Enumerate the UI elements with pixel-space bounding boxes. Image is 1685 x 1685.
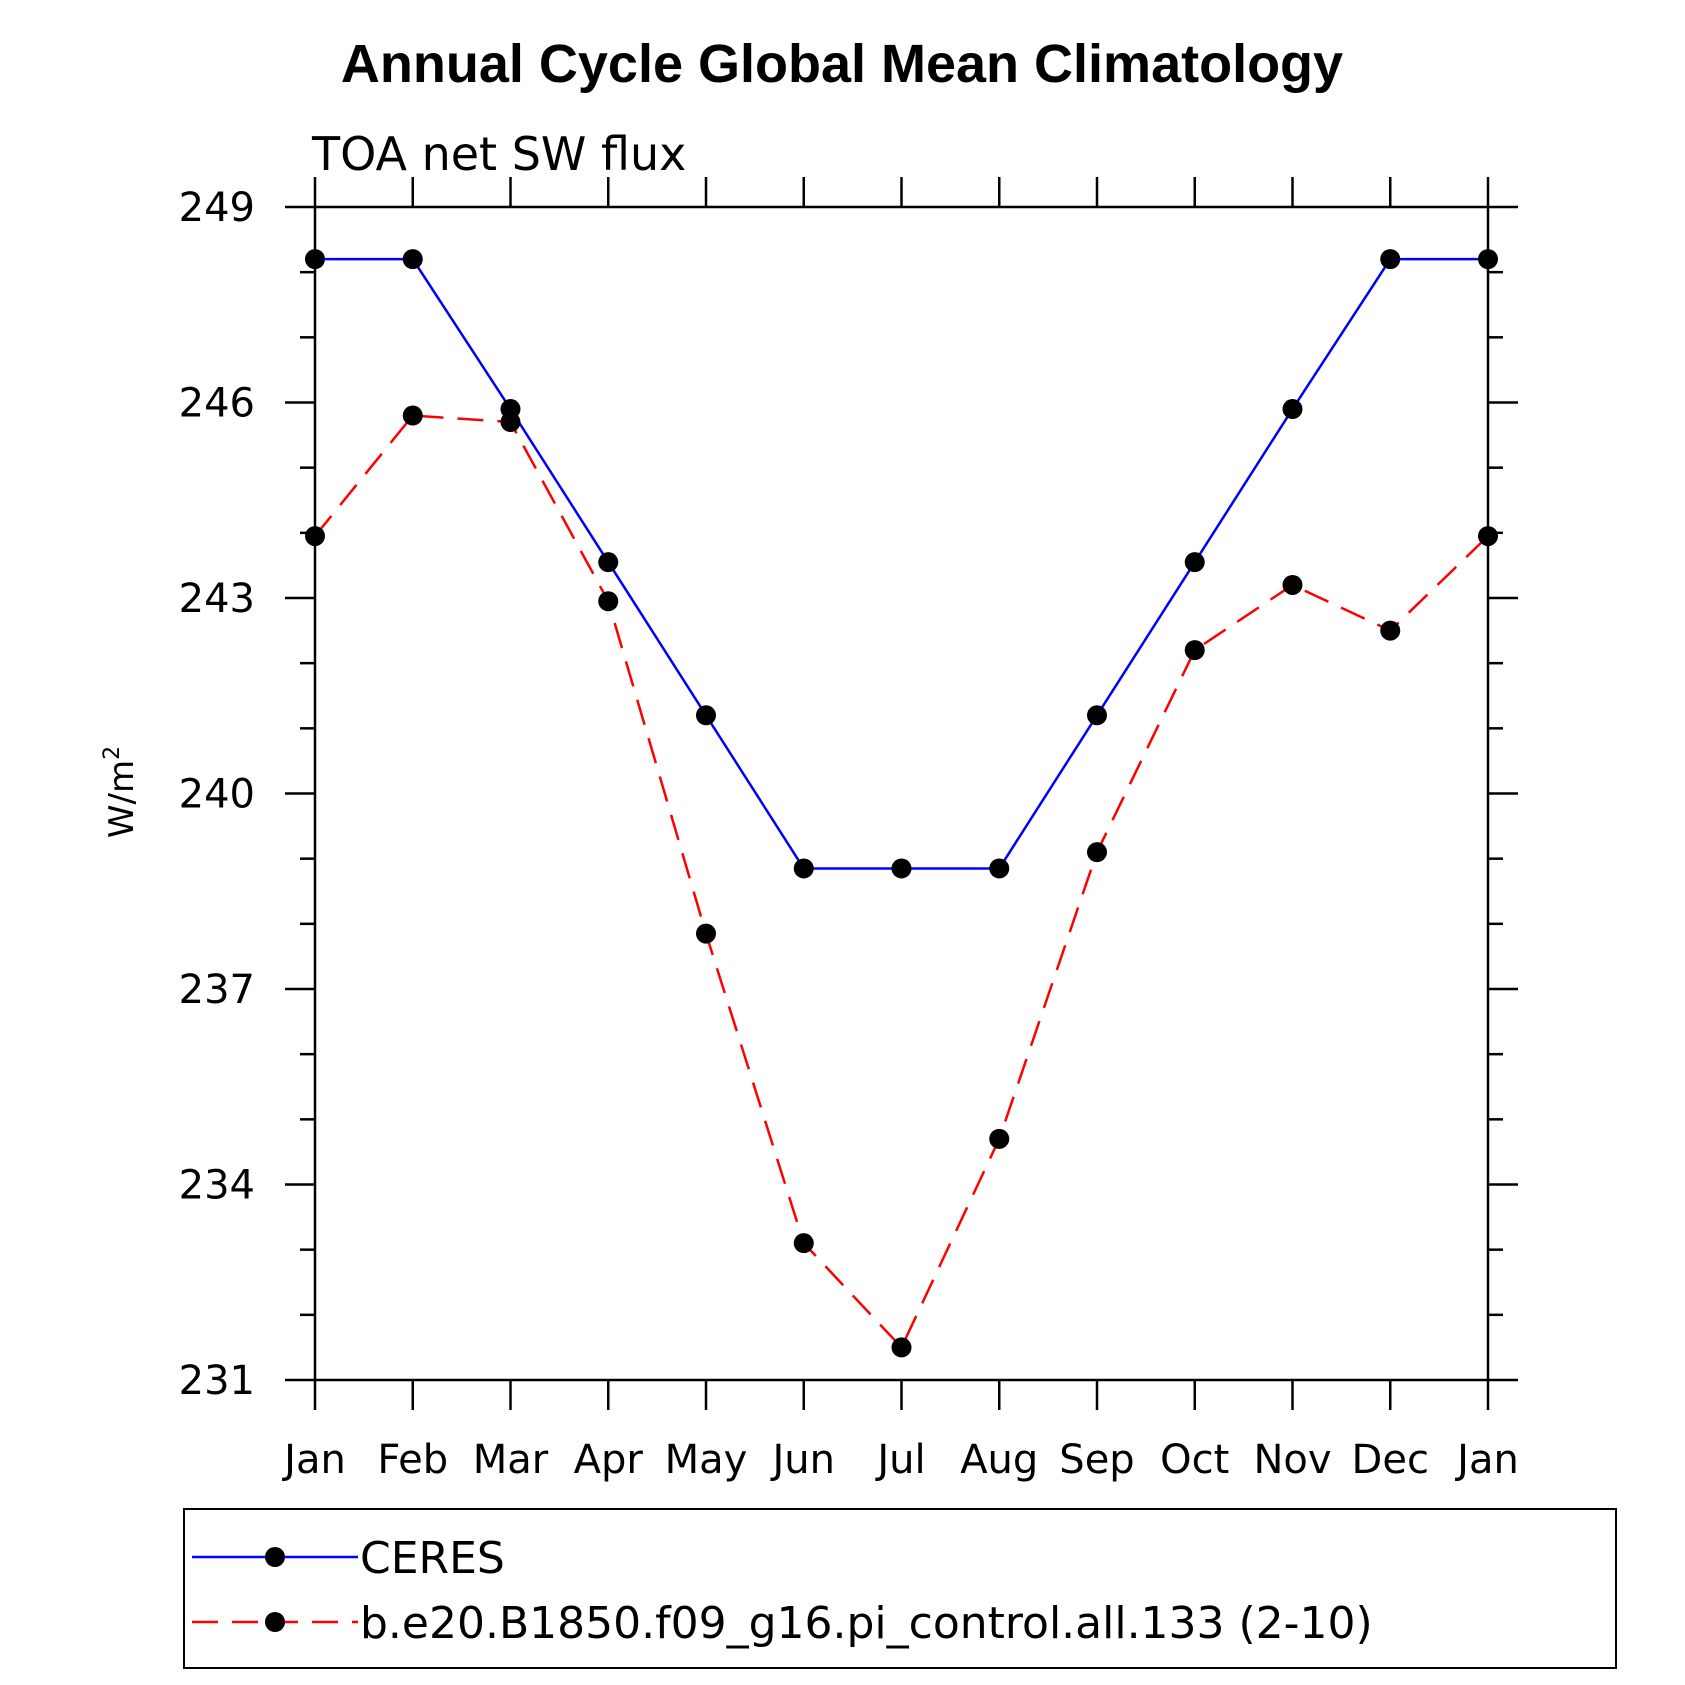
- data-point-marker: [402, 249, 423, 270]
- data-point-marker: [696, 923, 716, 944]
- data-point-marker: [305, 526, 325, 547]
- y-tick-label: 237: [179, 967, 255, 1013]
- data-point-marker: [1184, 552, 1205, 573]
- x-tick-label: Jan: [281, 1437, 346, 1483]
- legend: CERES b.e20.B1850.f09_g16.pi_control.all.…: [183, 1508, 1617, 1669]
- data-point-marker: [1478, 249, 1498, 270]
- data-point-marker: [793, 1233, 814, 1254]
- y-axis-label-text: W/m: [102, 760, 142, 838]
- data-point-marker: [598, 552, 619, 573]
- x-tick-label: Dec: [1352, 1437, 1429, 1483]
- y-axis-label: W/m2: [100, 746, 142, 838]
- data-point-marker: [305, 249, 325, 270]
- series-line: [315, 257, 1488, 870]
- legend-marker: [265, 1612, 285, 1632]
- y-tick-label: 240: [179, 772, 255, 818]
- x-tick-label: Feb: [377, 1437, 448, 1483]
- series-lines: [314, 257, 1489, 1350]
- data-point-marker: [1282, 399, 1303, 420]
- data-point-marker: [696, 705, 716, 726]
- x-tick-label: Jul: [874, 1437, 925, 1483]
- x-tick-label: Nov: [1253, 1437, 1331, 1483]
- plot-frame: [313, 205, 1490, 1382]
- y-tick-label: 243: [179, 576, 255, 622]
- data-point-marker: [500, 399, 521, 420]
- legend-entries: CERES b.e20.B1850.f09_g16.pi_control.all.…: [192, 1533, 1373, 1649]
- data-point-marker: [891, 858, 912, 879]
- x-tick-label: Apr: [574, 1437, 644, 1483]
- y-tick-labels: 231 234 237 240 243 246 249: [179, 185, 255, 1404]
- legend-label: b.e20.B1850.f09_g16.pi_control.all.133 (…: [360, 1598, 1373, 1649]
- series-line: [314, 414, 1489, 1350]
- x-tick-label: Oct: [1160, 1437, 1229, 1483]
- data-point-marker: [989, 1128, 1010, 1149]
- chart-title: Annual Cycle Global Mean Climatology: [341, 34, 1343, 94]
- data-point-marker: [1478, 526, 1498, 547]
- x-tick-label: Aug: [960, 1437, 1038, 1483]
- x-tick-labels: Jan Feb Mar Apr May Jun Jul Aug Sep Oct Nov Dec Jan: [281, 1437, 1519, 1483]
- data-point-marker: [1380, 620, 1401, 641]
- y-tick-label: 234: [179, 1163, 255, 1209]
- data-point-marker: [891, 1337, 912, 1358]
- data-point-marker: [402, 405, 423, 426]
- data-point-marker: [1087, 705, 1107, 726]
- y-tick-label: 231: [179, 1358, 255, 1404]
- data-point-marker: [1380, 249, 1401, 270]
- data-point-marker: [989, 858, 1010, 879]
- axis-ticks: [285, 177, 1518, 1410]
- legend-box: [183, 1508, 1617, 1669]
- chart-subtitle: TOA net SW flux: [311, 127, 686, 181]
- data-point-marker: [1282, 574, 1303, 595]
- x-tick-label: Jan: [1454, 1437, 1519, 1483]
- series-markers: [305, 249, 1498, 1358]
- legend-label: CERES: [360, 1533, 505, 1584]
- y-tick-label: 249: [179, 185, 255, 231]
- data-point-marker: [598, 591, 619, 612]
- data-point-marker: [1087, 842, 1107, 863]
- x-tick-label: Jun: [770, 1437, 836, 1483]
- legend-marker: [265, 1547, 285, 1567]
- x-tick-label: May: [665, 1437, 748, 1483]
- y-axis-label-superscript: 2: [100, 746, 125, 760]
- y-tick-label: 246: [179, 381, 255, 427]
- data-point-marker: [1184, 640, 1205, 661]
- plot-border: [313, 205, 1490, 1382]
- data-point-marker: [793, 858, 814, 879]
- x-tick-label: Mar: [473, 1437, 549, 1483]
- x-tick-label: Sep: [1059, 1437, 1134, 1483]
